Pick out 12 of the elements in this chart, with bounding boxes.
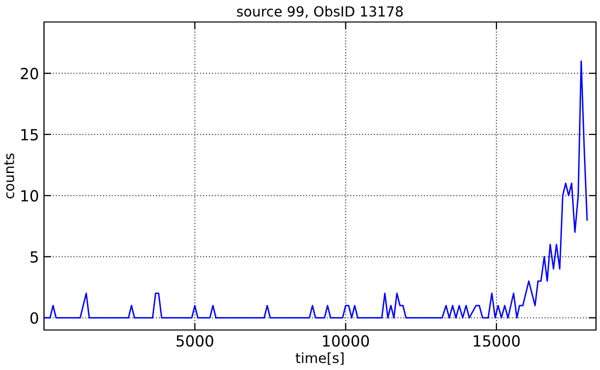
y-tick-label: 10 [21, 190, 38, 202]
x-tick-label: 15000 [474, 335, 520, 347]
y-tick-label: 0 [30, 312, 38, 324]
y-tick-label: 5 [30, 251, 38, 263]
x-axis-title: time[s] [296, 352, 344, 365]
line-series [44, 60, 588, 318]
y-axis-title: counts [4, 153, 14, 198]
x-tick-label: 5000 [176, 335, 214, 347]
y-tick-label: 15 [21, 129, 38, 140]
chart-title: source 99, ObsID 13178 [237, 6, 403, 18]
x-tick-label: 10000 [323, 335, 369, 347]
y-tick-label: 20 [20, 68, 38, 80]
